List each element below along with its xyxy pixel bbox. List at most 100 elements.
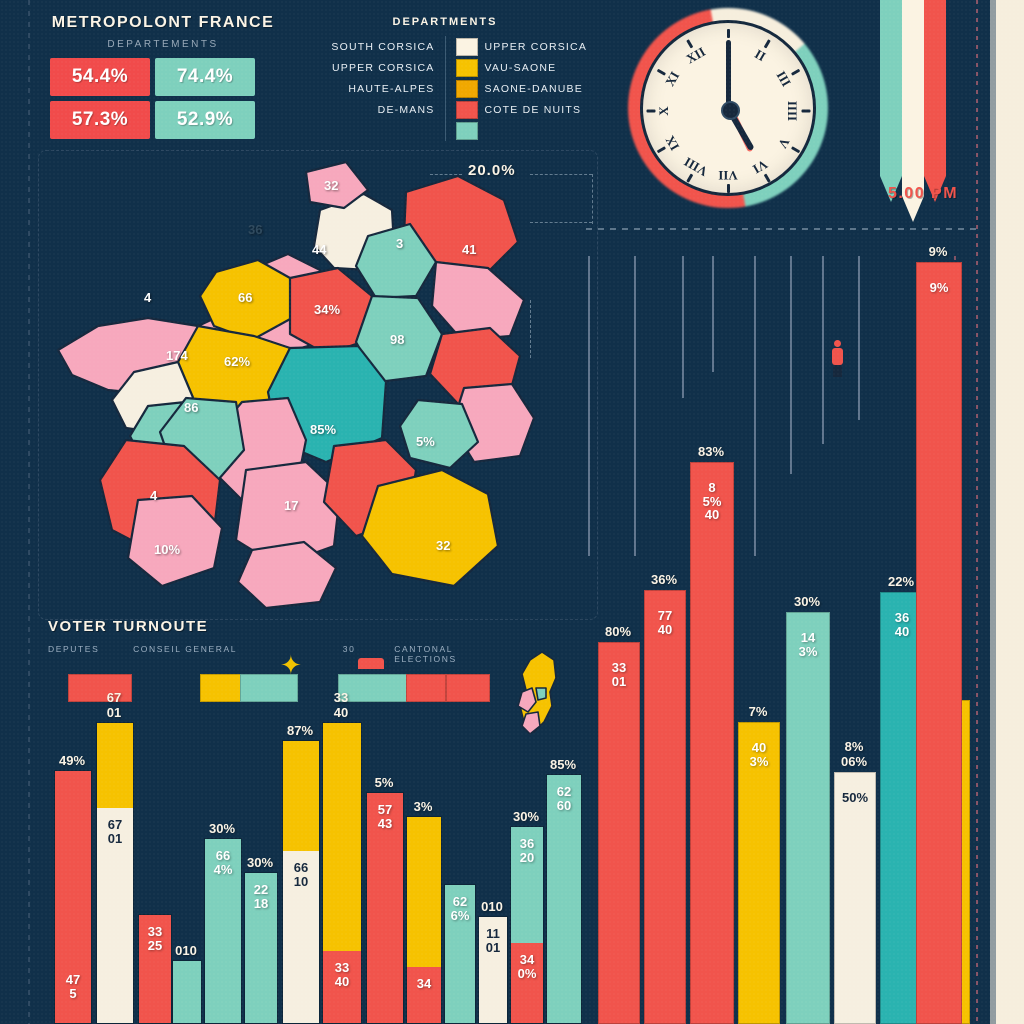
bar[interactable]: 66 4% <box>204 838 242 1024</box>
clock-tick <box>685 39 693 49</box>
bar-value-label: 85% <box>549 757 577 772</box>
bar-value-label: 010 <box>175 943 197 958</box>
leader-line <box>530 174 592 175</box>
legend-item-label: COTE DE NUITS <box>484 103 582 116</box>
bar[interactable]: 50% <box>834 772 876 1024</box>
bar-segment: 34 <box>407 967 441 1023</box>
bar-value-label: 80% <box>604 624 632 639</box>
bar-segment-label: 57 43 <box>377 802 393 831</box>
turnout-swatch[interactable] <box>406 674 446 702</box>
bar[interactable]: 11 01 <box>478 916 508 1024</box>
bar[interactable]: 67 01 <box>96 722 134 1024</box>
voter-turnout-swatch-row: ★ ✦ <box>48 652 518 702</box>
ribbon-stripe-red <box>924 0 946 202</box>
bar[interactable]: 40 3% <box>738 722 780 1024</box>
bar-segment-label: 11 01 <box>485 926 501 955</box>
legend-column-right: UPPER CORSICA VAU-SAONE SAONE-DANUBE COT… <box>455 36 591 141</box>
voter-turnout-title: VOTER TURNOUTE <box>48 618 209 635</box>
bar-value-label: 30% <box>512 809 540 824</box>
map-region <box>126 494 224 588</box>
person-icon <box>832 340 843 377</box>
bar[interactable]: 34 <box>406 816 442 1024</box>
bar-inner-label: 77 40 <box>657 608 673 637</box>
bar[interactable]: 57 43 <box>366 792 404 1024</box>
legend-departments: DEPARTMENTS SOUTH CORSICA UPPER CORSICA … <box>300 16 590 141</box>
clock-tick <box>801 109 810 113</box>
bar-segment-label: 66 4% <box>213 848 233 877</box>
bottom-left-bar-chart: 47 5 49% 67 01 67 01 33 25 010 66 4% 30% 22 18 30% 66 10 8… <box>46 690 582 1024</box>
bar[interactable] <box>172 960 202 1024</box>
gridline <box>588 256 590 556</box>
bar-segment: 66 10 <box>283 851 319 1023</box>
leader-line <box>430 174 462 175</box>
legend-item[interactable] <box>455 120 591 141</box>
map-region <box>236 540 338 610</box>
bar-value-label: 5% <box>374 775 394 790</box>
map-region <box>360 468 500 588</box>
bar[interactable]: 22 18 <box>244 872 278 1024</box>
bar[interactable]: 77 40 <box>644 590 686 1024</box>
bar-value-label: 49% <box>58 753 86 768</box>
bar-segment: 66 4% <box>205 839 241 1023</box>
clock-minute-hand <box>725 40 731 108</box>
turnout-swatch[interactable] <box>68 674 132 702</box>
legend-item[interactable]: UPPER CORSICA <box>455 36 591 57</box>
bar-segment-label: 47 5 <box>65 972 81 1001</box>
clock-tick <box>656 146 666 154</box>
bar-segment: 57 43 <box>367 793 403 1023</box>
bar[interactable]: 62 60 <box>546 774 582 1024</box>
turnout-swatch[interactable] <box>338 674 408 702</box>
bar[interactable]: 8 5% 40 <box>690 462 734 1024</box>
turnout-swatch[interactable] <box>446 674 490 702</box>
bar[interactable]: 33 25 <box>138 914 172 1024</box>
clock-numeral: IIII <box>785 100 800 122</box>
bar[interactable]: 14 3% <box>786 612 830 1024</box>
bar[interactable]: 66 10 <box>282 740 320 1024</box>
clock-numeral: III <box>773 68 795 90</box>
bar-segment: 62 6% <box>445 885 475 1023</box>
bar[interactable]: 33 01 <box>598 642 640 1024</box>
clock-numeral: IX <box>662 133 683 154</box>
bar-inner-label: 50% <box>841 790 869 805</box>
bar-segment-label: 36 20 <box>519 836 535 865</box>
flag-marker-icon <box>358 658 384 669</box>
bar-segment: 47 5 <box>55 963 91 1023</box>
turnout-swatch[interactable] <box>200 674 242 702</box>
map-region <box>354 222 438 300</box>
legend-item-label: DE-MANS <box>377 103 435 116</box>
bar-value-label: 36% <box>650 572 678 587</box>
right-bar-chart: 33 01 80% 77 40 36% 8 5% 40 83% 40 3% 7% 14 3% 30% 50% 8%… <box>586 228 986 1024</box>
leader-line <box>530 222 592 223</box>
bar[interactable]: 47 5 <box>54 770 92 1024</box>
bar-segment: 67 01 <box>97 808 133 1023</box>
gridline <box>634 256 636 556</box>
dotted-rule-right <box>976 0 978 1024</box>
clock-numeral: X <box>656 106 671 116</box>
turnout-swatch[interactable] <box>240 674 298 702</box>
legend-item[interactable]: COTE DE NUITS <box>455 99 591 120</box>
clock-numeral: XI <box>662 68 683 89</box>
bar-segment-label: 34 <box>416 976 432 991</box>
legend-item[interactable]: VAU-SAONE <box>455 57 591 78</box>
bar[interactable]: 62 6% <box>444 884 476 1024</box>
legend-column-left: SOUTH CORSICA UPPER CORSICA HAUTE-ALPES … <box>300 36 446 141</box>
map-region <box>304 160 370 210</box>
bar-value-label: 30% <box>208 821 236 836</box>
legend-swatch-icon <box>455 37 478 56</box>
bar-segment-label: 33 25 <box>147 924 163 953</box>
map-frame <box>38 150 598 620</box>
clock-tick <box>790 146 800 154</box>
bar[interactable]: 33 40 <box>322 722 362 1024</box>
gridline <box>754 256 756 556</box>
map-annotation: 20.0% <box>468 162 516 179</box>
legend-swatch-icon <box>455 121 478 140</box>
bar[interactable]: 34 0% 36 20 <box>510 826 544 1024</box>
legend-title: DEPARTMENTS <box>392 16 498 28</box>
map-region <box>198 258 294 342</box>
stat-box-1: 54.4% <box>50 58 150 96</box>
clock-numeral: VII <box>718 168 738 183</box>
legend-item[interactable]: SAONE-DANUBE <box>455 78 591 99</box>
bar-inner-label: 8 5% 40 <box>702 480 722 523</box>
bar[interactable]: 9% <box>916 262 962 1024</box>
gridline <box>790 256 792 474</box>
